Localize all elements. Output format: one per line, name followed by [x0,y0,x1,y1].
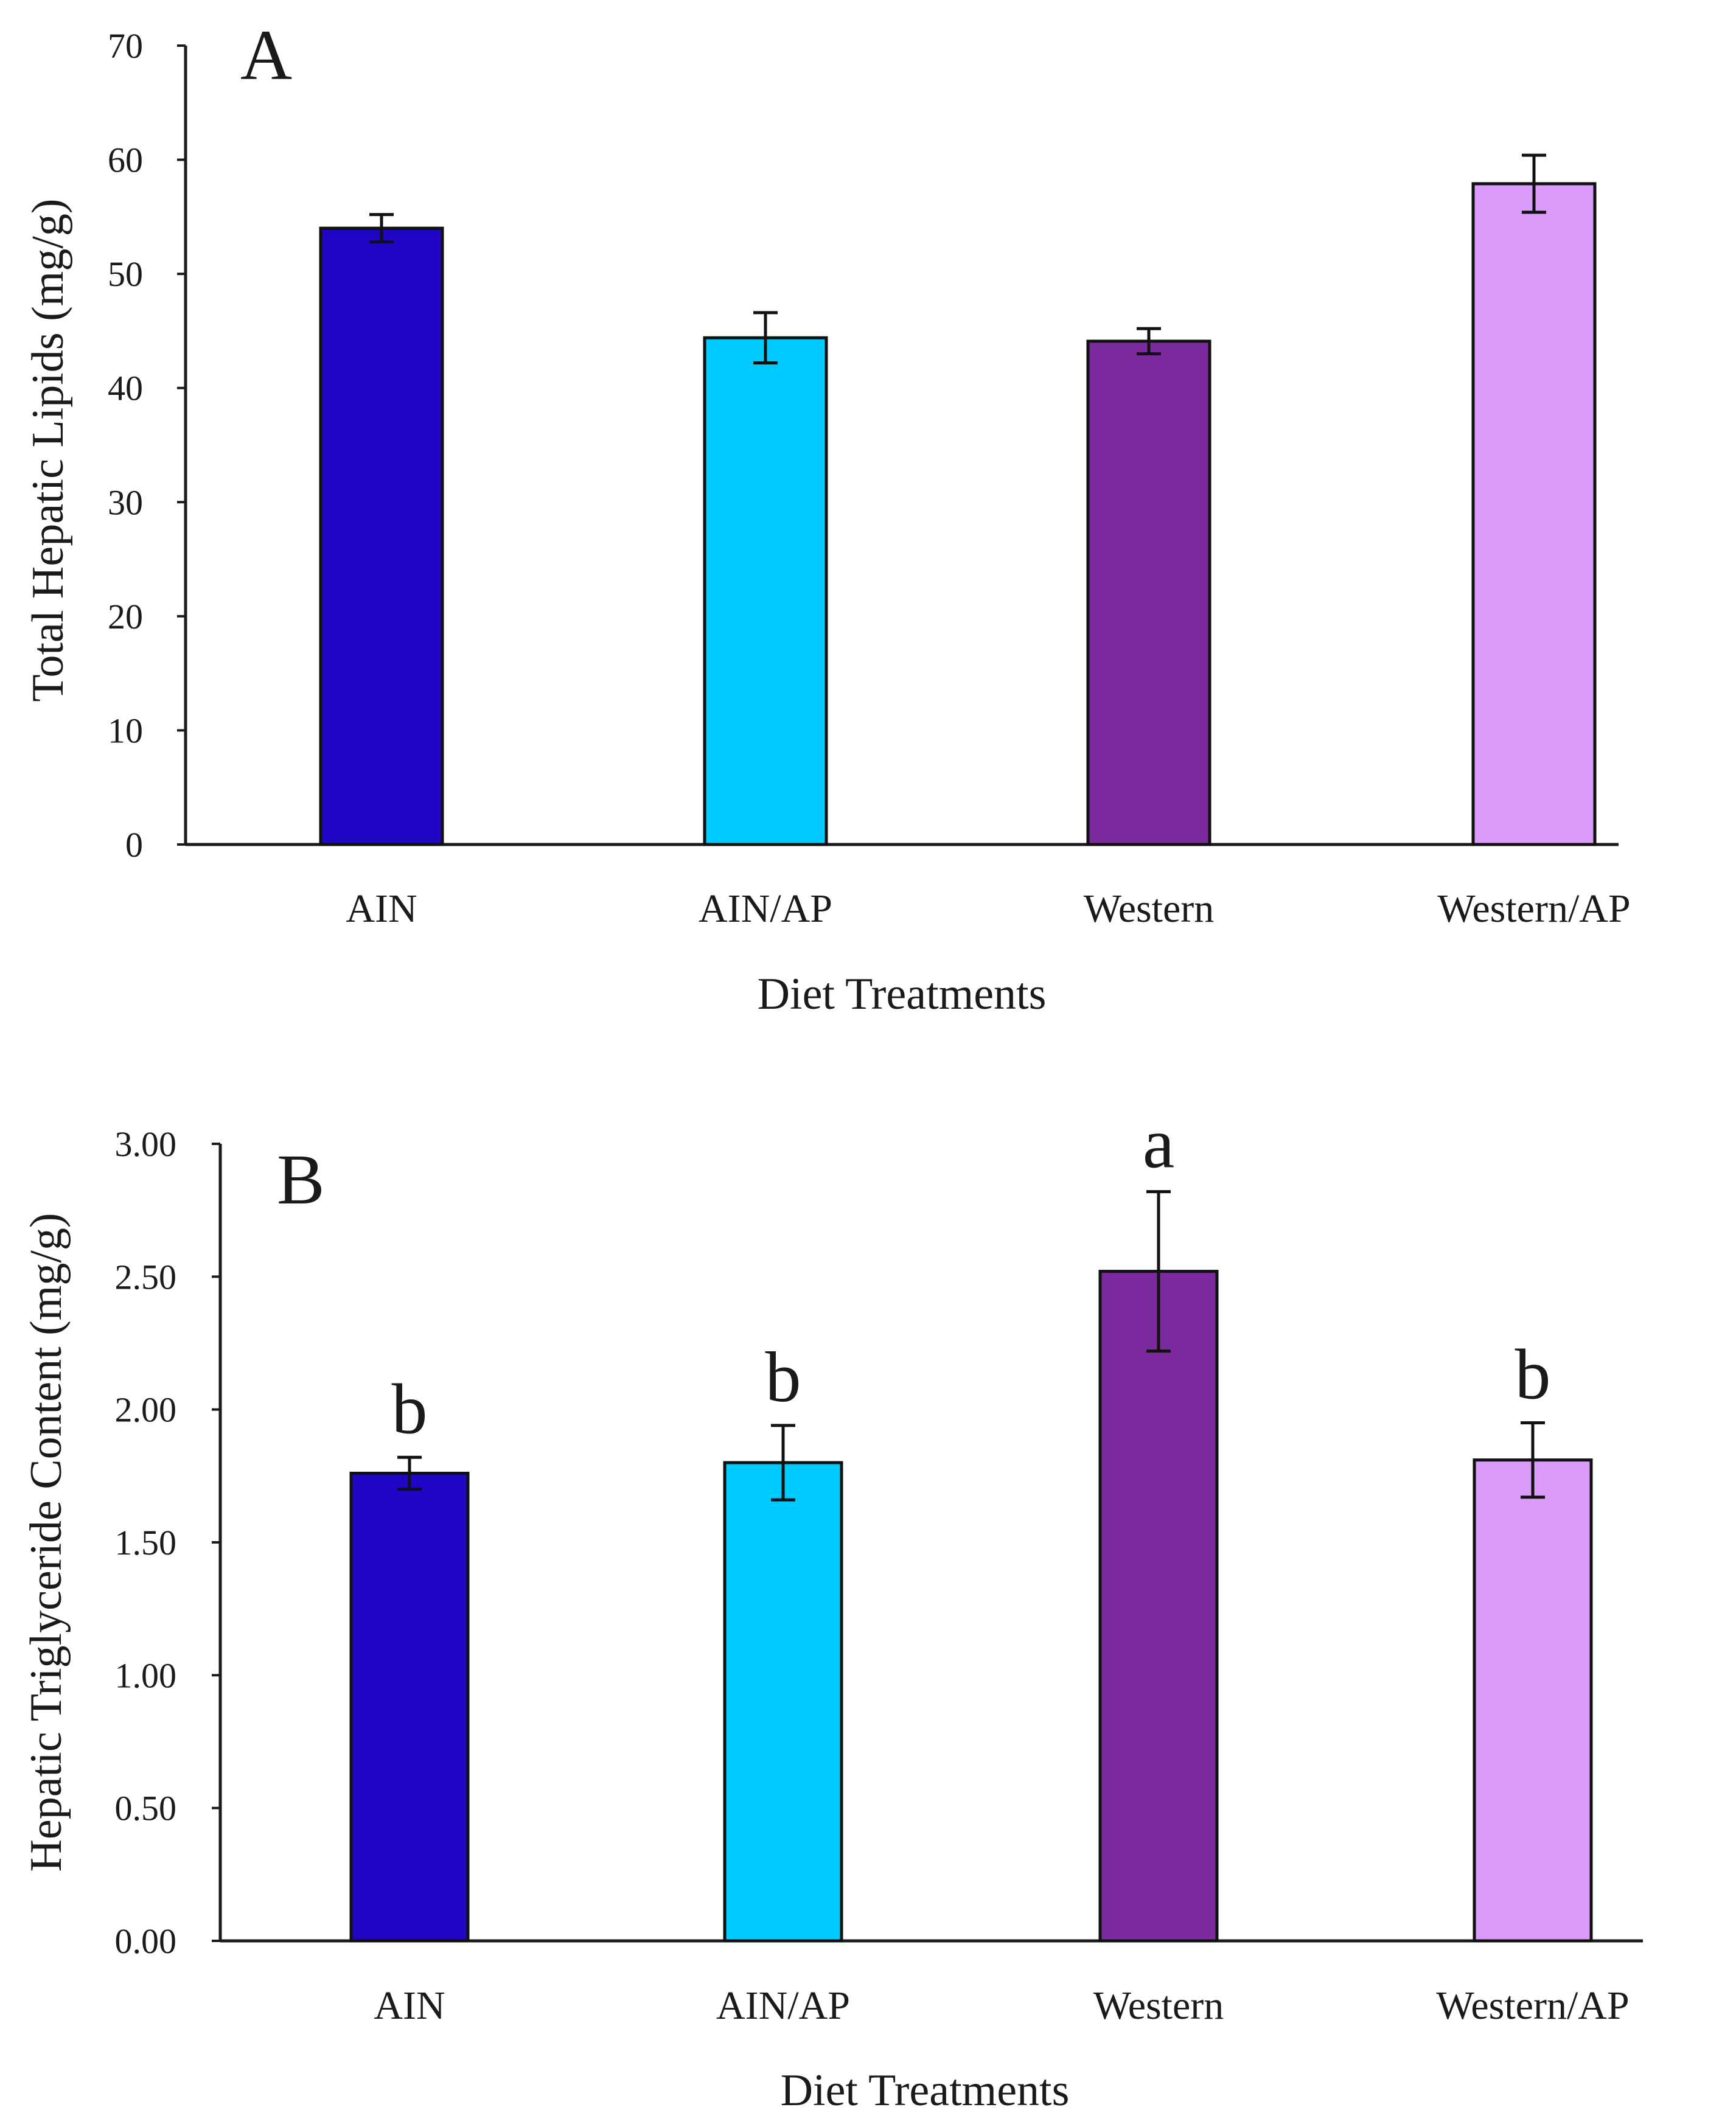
panel-b-category-labels: AIN AIN/AP Western Western/AP [374,1983,1629,2028]
panel-a-category-label: AIN [346,886,417,931]
panel-a-bar-western-ap [1471,182,1597,846]
panel-b-category-label: AIN [374,1983,445,2028]
panel-b-significance-letters: b b a b [392,1104,1551,1449]
panel-a-letter: A [240,15,292,95]
panel-b-y-tick-label: 0.50 [115,1789,177,1828]
panel-a-category-labels: AIN AIN/AP Western Western/AP [346,886,1630,931]
panel-b-significance-letter: b [392,1369,428,1449]
panel-b-significance-letter: b [765,1337,801,1417]
panel-b-category-label: Western/AP [1436,1983,1629,2028]
panel-b-bar-ain [349,1471,470,1943]
panel-a-y-tick-label: 0 [125,825,143,865]
panel-a-bar-western [1086,339,1211,846]
panel-b-bar-western-ap [1473,1458,1593,1943]
panel-a-category-label: Western [1084,886,1215,931]
panel-a-y-tick-label: 70 [108,26,143,66]
panel-b-letter: B [277,1140,325,1219]
panel-a-y-tick-label: 20 [108,597,143,636]
panel-b-bars [349,1270,1593,1943]
panel-a-category-label: Western/AP [1437,886,1630,931]
panel-b-significance-letter: b [1515,1335,1551,1415]
panel-a-x-axis-title: Diet Treatments [758,969,1047,1019]
panel-b-x-axis-title: Diet Treatments [781,2066,1070,2115]
panel-a-chart: A 0 10 20 30 40 50 60 70 AIN AIN/AP Western Wester… [23,15,1631,1019]
panel-a-y-tick-label: 50 [108,254,143,294]
panel-a-y-tick-label: 40 [108,369,143,408]
panel-a-bar-ain [319,226,444,846]
panel-a-error-bars [369,153,1546,364]
panel-b-chart: B 0.000.501.001.502.002.503.00 b bab AIN A… [21,1104,1643,2115]
panel-b-error-bars [397,1190,1545,1502]
panel-a-y-ticks: 0 10 20 30 40 50 60 70 [108,26,186,865]
panel-b-y-tick-label: 1.50 [115,1523,177,1562]
panel-b-y-tick-label: 2.50 [115,1257,177,1297]
panel-b-y-axis-title: Hepatic Triglyceride Content (mg/g) [21,1213,71,1872]
panel-b-y-tick-label: 2.00 [115,1390,177,1430]
panel-a-y-tick-label: 30 [108,482,143,522]
panel-b-y-tick-label: 0.00 [115,1921,177,1961]
panel-a-bars [319,182,1597,846]
panel-b-significance-letter: a [1143,1104,1174,1183]
panel-a-bar-ain-ap [703,336,828,846]
panel-b-y-tick-label: 3.00 [115,1124,177,1164]
panel-b-category-label: AIN/AP [716,1983,850,2028]
panel-a-y-tick-label: 10 [108,711,143,750]
panel-a-y-tick-label: 60 [108,141,143,180]
panel-b-category-label: Western [1093,1983,1224,2028]
panel-a-category-label: AIN/AP [699,886,832,931]
panel-b-y-tick-label: 1.00 [115,1656,177,1695]
panel-b-bar-western [1098,1270,1219,1943]
panel-b-y-ticks: 0.00 0.50 1.00 1.50 2.00 2.50 3.00 [115,1124,220,1961]
panel-a-y-axis-title: Total Hepatic Lipids (mg/g) [23,198,73,702]
panel-b-bar-ain-ap [723,1461,843,1943]
